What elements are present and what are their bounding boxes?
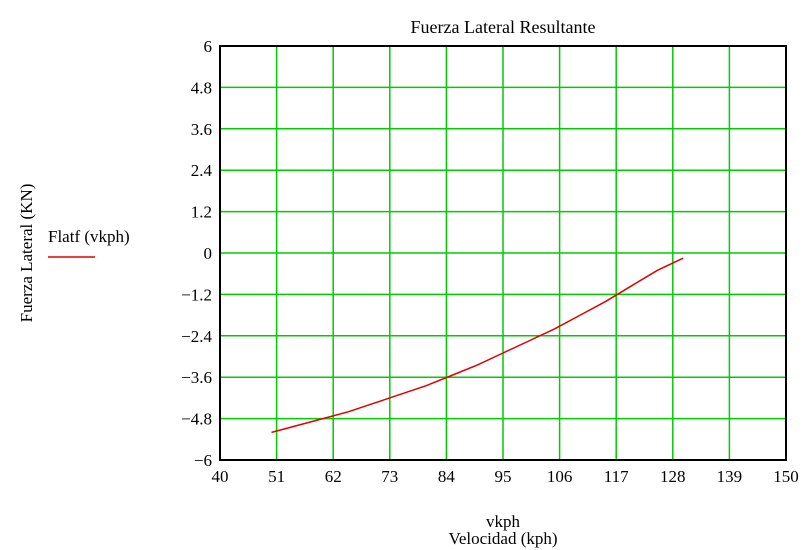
y-tick-label: 3.6 [191,120,212,139]
chart-title: Fuerza Lateral Resultante [411,17,596,37]
x-tick-label: 117 [604,467,629,486]
plot-frame [219,45,787,461]
y-tick-label: −2.4 [181,327,212,346]
y-tick-label: −6 [194,451,212,470]
x-tick-label: 95 [495,467,512,486]
x-tick-label: 62 [325,467,342,486]
y-tick-label: 0 [204,244,213,263]
y-tick-label: −3.6 [181,368,212,387]
x-axis-label: vkph [486,512,521,531]
y-tick-label: 2.4 [191,161,213,180]
x-tick-label: 128 [660,467,686,486]
series-lines [271,257,684,434]
legend: Flatf (vkph) [48,227,130,258]
x-axis-sublabel: Velocidad (kph) [448,529,557,548]
series-line-flatf [271,257,684,434]
y-tick-label: 6 [204,37,213,56]
x-tick-label: 51 [268,467,285,486]
y-tick-label: −4.8 [181,410,212,429]
legend-label: Flatf (vkph) [48,227,130,246]
y-tick-label: −1.2 [181,285,212,304]
y-tick-label: 4.8 [191,78,212,97]
x-tick-label: 106 [547,467,573,486]
x-tick-label: 40 [212,467,229,486]
tick-labels: 40 51 62 73 84 95 106 117 128 139 150 6 4.8 3.6 2.4 1.2… [181,37,799,486]
x-tick-label: 73 [381,467,398,486]
y-tick-label: 1.2 [191,203,212,222]
y-axis-label: Fuerza Lateral (KN) [17,184,36,323]
x-tick-label: 139 [717,467,743,486]
grid-lines [220,46,786,460]
x-tick-label: 150 [773,467,799,486]
x-tick-label: 84 [438,467,456,486]
